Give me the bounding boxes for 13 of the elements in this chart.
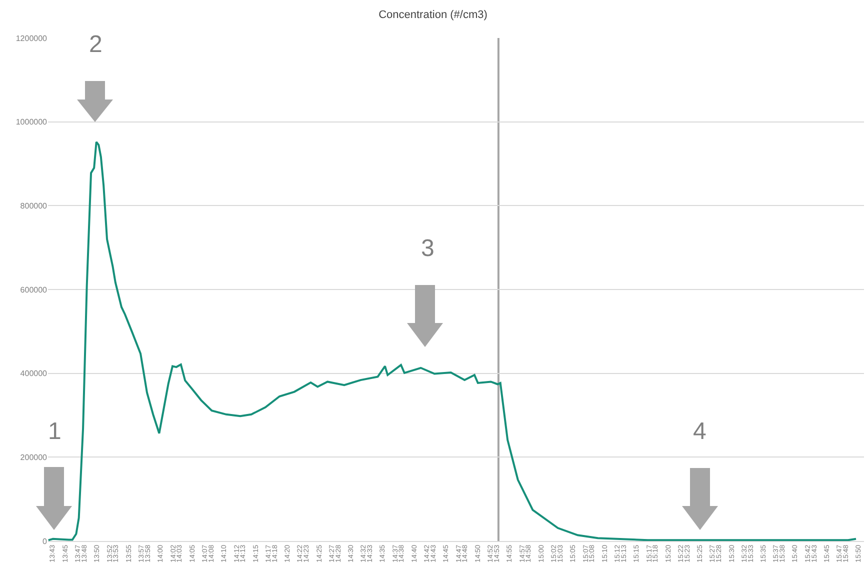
y-tick-label: 600000 [20,285,48,294]
y-tick-label: 400000 [20,369,48,378]
annotation: 1 [48,418,62,445]
line-series [48,140,857,541]
annotation: 3 [421,235,434,262]
chart-title: Concentration (#/cm3) [378,9,488,22]
annotation: 2 [89,31,102,58]
y-tick-label: 800000 [20,201,48,210]
y-tick-label: 1200000 [16,34,48,43]
annotation: 4 [693,418,706,445]
y-tick-label: 1000000 [16,118,48,127]
y-tick-label: 200000 [20,452,48,462]
y-tick-label: 0 [42,536,48,546]
